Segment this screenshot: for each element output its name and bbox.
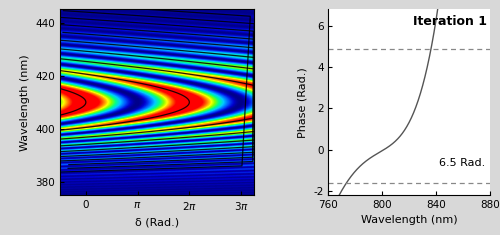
- Text: 6.5 Rad.: 6.5 Rad.: [439, 158, 485, 168]
- X-axis label: Wavelength (nm): Wavelength (nm): [361, 215, 458, 225]
- Y-axis label: Phase (Rad.): Phase (Rad.): [298, 67, 308, 138]
- X-axis label: δ (Rad.): δ (Rad.): [135, 217, 179, 227]
- Y-axis label: Wavelength (nm): Wavelength (nm): [20, 54, 30, 151]
- Text: Iteration 1: Iteration 1: [413, 15, 487, 28]
